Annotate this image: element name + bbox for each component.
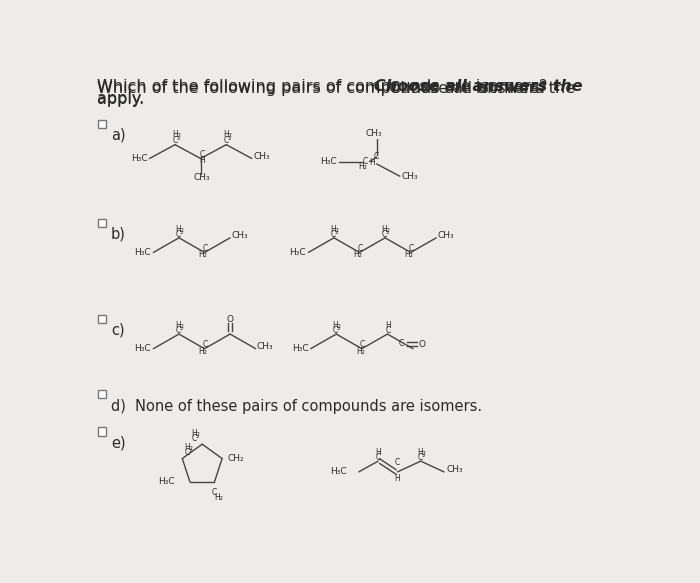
Bar xyxy=(97,219,106,227)
Text: H₃C: H₃C xyxy=(158,477,174,486)
Text: Which of the following pairs of compounds are isomers?: Which of the following pairs of compound… xyxy=(97,80,547,96)
Text: H₂: H₂ xyxy=(417,448,426,457)
Text: CH₃: CH₃ xyxy=(402,172,418,181)
Text: H₂: H₂ xyxy=(199,346,207,356)
Text: C: C xyxy=(203,340,208,349)
Text: C: C xyxy=(363,157,368,166)
Text: C: C xyxy=(212,488,217,497)
Text: C: C xyxy=(399,339,404,348)
Bar xyxy=(97,389,106,398)
Bar xyxy=(97,427,106,436)
Text: CH₃: CH₃ xyxy=(194,173,211,182)
Text: C²: C² xyxy=(172,135,181,145)
Text: CH₃: CH₃ xyxy=(447,465,463,474)
Text: apply.: apply. xyxy=(97,92,144,107)
Text: H₂: H₂ xyxy=(192,429,200,438)
Text: a): a) xyxy=(111,128,125,143)
Text: O: O xyxy=(227,315,234,324)
Text: C: C xyxy=(199,150,205,159)
Text: H₂: H₂ xyxy=(382,225,391,234)
Text: H₂: H₂ xyxy=(172,130,181,139)
Bar xyxy=(97,315,106,324)
Text: H₂: H₂ xyxy=(175,225,184,234)
Text: H₂: H₂ xyxy=(332,321,342,330)
Text: H₃C: H₃C xyxy=(134,248,151,257)
Text: H₃C: H₃C xyxy=(330,468,347,476)
Text: b): b) xyxy=(111,226,125,241)
Text: Choose all answers the: Choose all answers the xyxy=(374,79,583,94)
Text: C: C xyxy=(358,244,363,253)
Text: H₂: H₂ xyxy=(175,321,184,330)
Text: C²: C² xyxy=(192,434,200,442)
Text: H₂: H₂ xyxy=(358,163,367,171)
Text: C²: C² xyxy=(223,135,232,145)
Text: Which of the following pairs of compounds are isomers?: Which of the following pairs of compound… xyxy=(97,79,547,94)
Text: H: H xyxy=(395,473,400,483)
Text: C²: C² xyxy=(333,326,341,335)
Bar xyxy=(97,120,106,128)
Text: C: C xyxy=(360,340,365,349)
Text: H: H xyxy=(199,156,205,166)
Text: H₃C: H₃C xyxy=(134,344,151,353)
Text: CH₃: CH₃ xyxy=(438,231,454,240)
Text: CH₂: CH₂ xyxy=(228,454,244,463)
Text: C²: C² xyxy=(184,448,192,457)
Text: H₂: H₂ xyxy=(199,250,207,259)
Text: H₂: H₂ xyxy=(330,225,340,234)
Text: C: C xyxy=(373,153,379,161)
Text: Choose all answers the: Choose all answers the xyxy=(97,80,575,96)
Text: H₃C: H₃C xyxy=(321,157,337,166)
Text: C²: C² xyxy=(176,326,184,335)
Text: C²: C² xyxy=(176,230,184,239)
Text: CH₃: CH₃ xyxy=(366,129,383,138)
Text: C: C xyxy=(409,244,414,253)
Text: CH₃: CH₃ xyxy=(257,342,273,351)
Text: C: C xyxy=(203,244,208,253)
Text: c): c) xyxy=(111,322,125,338)
Text: apply.: apply. xyxy=(97,91,144,106)
Text: O: O xyxy=(419,339,426,349)
Text: H₂: H₂ xyxy=(405,250,414,259)
Text: H₂: H₂ xyxy=(214,493,223,502)
Text: d)  None of these pairs of compounds are isomers.: d) None of these pairs of compounds are … xyxy=(111,399,482,414)
Text: CH₃: CH₃ xyxy=(253,152,270,161)
Text: e): e) xyxy=(111,436,125,451)
Text: C²: C² xyxy=(382,230,390,239)
Text: C: C xyxy=(375,453,381,462)
Text: H₃C: H₃C xyxy=(289,248,306,257)
Text: CH₃: CH₃ xyxy=(232,231,248,240)
Text: C²: C² xyxy=(330,230,339,239)
Text: H: H xyxy=(369,158,375,167)
Text: H₂: H₂ xyxy=(184,443,193,452)
Text: H₃C: H₃C xyxy=(132,154,148,163)
Text: C²: C² xyxy=(417,453,426,462)
Text: C: C xyxy=(386,326,391,335)
Text: H₂: H₂ xyxy=(356,346,365,356)
Text: H₂: H₂ xyxy=(354,250,363,259)
Text: H: H xyxy=(385,321,391,330)
Text: H₂: H₂ xyxy=(223,130,232,139)
Text: H: H xyxy=(375,448,381,457)
Text: H₃C: H₃C xyxy=(292,344,309,353)
Text: C: C xyxy=(395,458,400,467)
